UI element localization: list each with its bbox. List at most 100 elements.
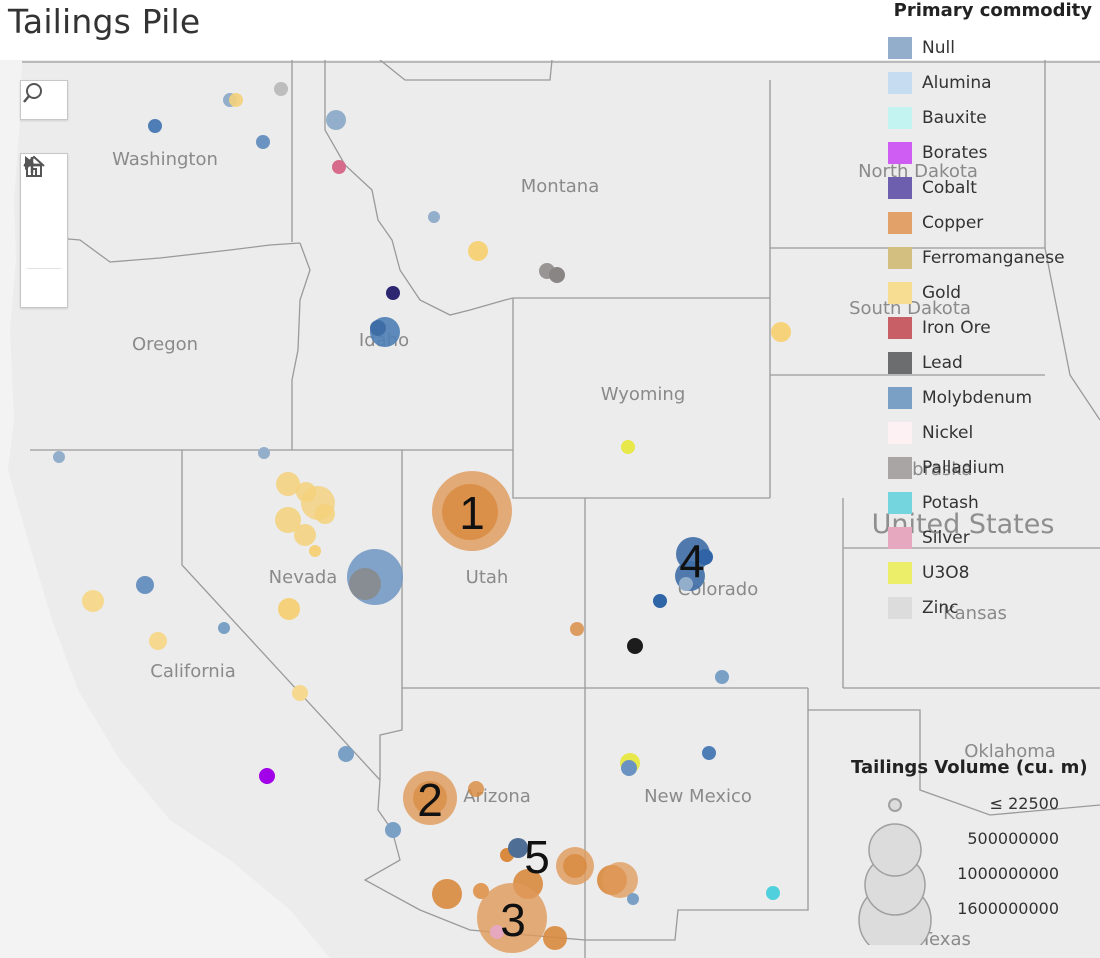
point-molybdenum[interactable] (715, 670, 729, 684)
legend-label: Copper (922, 212, 984, 233)
point-gold[interactable] (309, 545, 321, 557)
point-gold[interactable] (771, 322, 791, 342)
legend-swatch (888, 281, 912, 304)
point-molybdenum[interactable] (370, 320, 386, 336)
legend-item[interactable]: Zinc (888, 590, 1092, 625)
search-button[interactable] (21, 81, 67, 119)
state-label-south-dakota: South Dakota (849, 298, 971, 319)
point-gold[interactable] (229, 93, 243, 107)
point-molybdenum[interactable] (627, 893, 639, 905)
point-null[interactable] (326, 110, 346, 130)
legend-item[interactable]: Bauxite (888, 100, 1092, 135)
point-copper[interactable] (413, 781, 447, 815)
legend-item[interactable]: Ferromanganese (888, 240, 1092, 275)
point-lead[interactable] (627, 638, 643, 654)
zoom-controls[interactable] (20, 153, 68, 308)
map-view[interactable]: Washington Montana Oregon Idaho Wyoming … (0, 60, 1100, 958)
zoom-out-button[interactable] (21, 163, 67, 230)
size-label-1: ≤ 22500 (989, 794, 1059, 813)
point-copper[interactable] (473, 883, 489, 899)
point-molybdenum[interactable] (508, 838, 528, 858)
legend-label: Borates (922, 142, 988, 163)
legend-item[interactable]: Potash (888, 485, 1092, 520)
point-copper[interactable] (468, 781, 484, 797)
point-molybdenum[interactable] (338, 746, 354, 762)
legend-swatch (888, 36, 912, 59)
point-molybdenum[interactable] (385, 822, 401, 838)
legend-item[interactable]: Molybdenum (888, 380, 1092, 415)
point-gold[interactable] (468, 241, 488, 261)
point-gold[interactable] (278, 598, 300, 620)
size-legend-title: Tailings Volume (cu. m) (851, 757, 1088, 778)
point-gold[interactable] (315, 504, 335, 524)
pan-tool-button[interactable] (21, 156, 67, 307)
point-silver[interactable] (332, 160, 346, 174)
point-molybdenum[interactable] (621, 760, 637, 776)
point-molybdenum[interactable] (218, 622, 230, 634)
point-zinc[interactable] (274, 82, 288, 96)
point-copper[interactable] (602, 862, 638, 898)
point-copper[interactable] (432, 879, 462, 909)
point-molybdenum[interactable] (702, 746, 716, 760)
legend-item[interactable]: Gold (888, 275, 1092, 310)
point-copper[interactable] (442, 484, 498, 540)
point-gold[interactable] (149, 632, 167, 650)
map-background (0, 60, 1100, 958)
legend-item[interactable]: Nickel (888, 415, 1092, 450)
annotations: 1 2 3 4 5 (417, 487, 705, 946)
point-molybdenum[interactable] (697, 549, 713, 565)
legend-item[interactable]: U3O8 (888, 555, 1092, 590)
point-cobalt[interactable] (386, 286, 400, 300)
legend-item[interactable]: Lead (888, 345, 1092, 380)
point-palladium[interactable] (549, 267, 565, 283)
point-gold[interactable] (82, 590, 104, 612)
point-null[interactable] (258, 447, 270, 459)
point-molybdenum[interactable] (136, 576, 154, 594)
legend-item[interactable]: Silver (888, 520, 1092, 555)
point-null[interactable] (679, 577, 693, 591)
legend-swatch (888, 596, 912, 619)
point-molybdenum[interactable] (256, 135, 270, 149)
legend-item[interactable]: Palladium (888, 450, 1092, 485)
point-gold[interactable] (275, 507, 301, 533)
point-molybdenum[interactable] (653, 594, 667, 608)
legend-item[interactable]: Alumina (888, 65, 1092, 100)
point-gold[interactable] (276, 472, 300, 496)
legend-item[interactable]: Borates (888, 135, 1092, 170)
data-points[interactable] (53, 82, 791, 953)
point-gold[interactable] (294, 524, 316, 546)
size-label-4: 1600000000 (957, 899, 1059, 918)
point-borates[interactable] (259, 768, 275, 784)
point-molybdenum[interactable] (148, 119, 162, 133)
point-null[interactable] (53, 451, 65, 463)
legend-label: Iron Ore (922, 317, 991, 338)
legend-label: Palladium (922, 457, 1005, 478)
search-control[interactable] (20, 80, 68, 120)
home-button[interactable] (21, 155, 67, 268)
legend-swatch (888, 316, 912, 339)
state-label-montana: Montana (521, 176, 599, 197)
legend-swatch (888, 526, 912, 549)
legend-label: Nickel (922, 422, 974, 443)
point-null[interactable] (428, 211, 440, 223)
legend-item[interactable]: Iron Ore (888, 310, 1092, 345)
legend-swatch (888, 176, 912, 199)
state-borders (21, 60, 1100, 958)
legend-item[interactable]: Copper (888, 205, 1092, 240)
search-icon (23, 83, 42, 103)
point-copper[interactable] (570, 622, 584, 636)
point-potash[interactable] (766, 886, 780, 900)
legend-item[interactable]: Null (888, 30, 1092, 65)
point-copper[interactable] (563, 854, 587, 878)
legend-label: Silver (922, 527, 970, 548)
point-lead[interactable] (349, 568, 381, 600)
map-canvas[interactable]: Washington Montana Oregon Idaho Wyoming … (0, 60, 1100, 958)
point-copper[interactable] (543, 926, 567, 950)
point-silver[interactable] (490, 925, 504, 939)
point-u3o8[interactable] (621, 440, 635, 454)
legend-swatch (888, 141, 912, 164)
state-label-kansas: Kansas (943, 603, 1007, 624)
point-gold[interactable] (292, 685, 308, 701)
legend-item[interactable]: Cobalt (888, 170, 1092, 205)
play-icon (25, 156, 34, 170)
